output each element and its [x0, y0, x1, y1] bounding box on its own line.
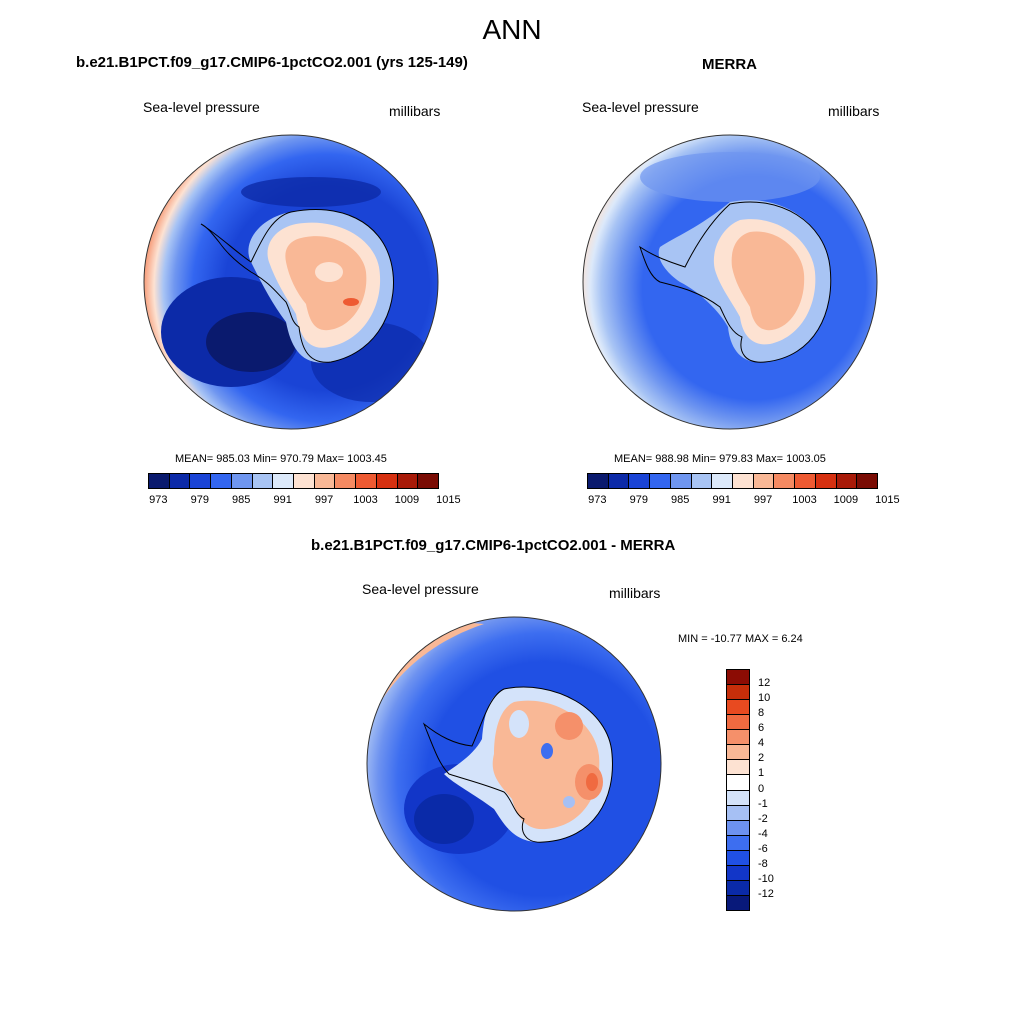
- colorbar-swatch: [856, 473, 878, 489]
- colorbar-swatch: [726, 834, 750, 851]
- colorbar-swatch: [210, 473, 232, 489]
- colorbar-tick-label: -1: [758, 797, 768, 810]
- colorbar-tick-label: 1015: [875, 494, 900, 506]
- panel1-map: [143, 134, 439, 430]
- colorbar-tick-label: 1003: [353, 494, 378, 506]
- figure-title: ANN: [482, 14, 542, 45]
- panel1-left-label: Sea-level pressure: [143, 99, 260, 115]
- colorbar-swatch: [251, 473, 274, 489]
- colorbar-tick-label: -8: [758, 857, 768, 870]
- colorbar-tick-label: 979: [190, 494, 209, 506]
- colorbar-swatch: [293, 473, 315, 489]
- colorbar-tick-label: 8: [758, 707, 765, 720]
- panel2-map: [582, 134, 878, 430]
- panel3-right-label: millibars: [609, 585, 661, 601]
- colorbar-tick-label: 1015: [436, 494, 461, 506]
- colorbar-tick-label: 1009: [394, 494, 420, 506]
- colorbar-swatch: [168, 473, 191, 489]
- colorbar-swatch: [272, 473, 294, 489]
- colorbar-swatch: [189, 473, 212, 489]
- colorbar-swatch: [732, 473, 754, 489]
- colorbar-swatch: [835, 473, 858, 489]
- panel3-left-label: Sea-level pressure: [362, 581, 479, 597]
- colorbar-swatch: [628, 473, 651, 489]
- colorbar-swatch: [607, 473, 630, 489]
- colorbar-swatch: [773, 473, 796, 489]
- colorbar-swatch: [726, 774, 750, 791]
- colorbar-swatch: [726, 744, 750, 761]
- colorbar-swatch: [726, 819, 750, 836]
- colorbar-swatch: [794, 473, 816, 489]
- panel2-colorbar: [587, 473, 878, 489]
- colorbar-swatch: [669, 473, 692, 489]
- colorbar-tick-label: 2: [758, 752, 765, 765]
- colorbar-tick-label: 979: [629, 494, 648, 506]
- colorbar-tick-label: 997: [753, 494, 773, 506]
- colorbar-tick-label: 12: [758, 677, 771, 690]
- panel2-stats: MEAN= 988.98 Min= 979.83 Max= 1003.05: [614, 453, 826, 465]
- colorbar-swatch: [814, 473, 837, 489]
- colorbar-swatch: [726, 759, 750, 776]
- colorbar-swatch: [334, 473, 357, 489]
- colorbar-tick-label: 991: [712, 494, 731, 506]
- colorbar-tick-label: 973: [149, 494, 168, 506]
- colorbar-swatch: [587, 473, 609, 489]
- panel3-title: b.e21.B1PCT.f09_g17.CMIP6-1pctCO2.001 - …: [311, 537, 676, 554]
- panel1-stats: MEAN= 985.03 Min= 970.79 Max= 1003.45: [175, 453, 387, 465]
- colorbar-swatch: [417, 473, 439, 489]
- colorbar-tick-label: 10: [758, 692, 771, 705]
- colorbar-swatch: [726, 804, 750, 821]
- colorbar-swatch: [375, 473, 398, 489]
- colorbar-tick-label: 1009: [833, 494, 859, 506]
- colorbar-swatch: [355, 473, 377, 489]
- panel1-colorbar-labels: 973 979 985 991 997 1003 1009 1015: [148, 494, 460, 508]
- colorbar-swatch: [726, 879, 750, 896]
- colorbar-swatch: [726, 714, 750, 731]
- colorbar-tick-label: 0: [758, 782, 765, 795]
- colorbar-tick-label: 1003: [792, 494, 817, 506]
- panel2-title: MERRA: [702, 56, 757, 73]
- colorbar-tick-label: 985: [232, 494, 251, 506]
- colorbar-swatch: [711, 473, 733, 489]
- panel2-colorbar-labels: 973 979 985 991 997 1003 1009 1015: [587, 494, 899, 508]
- colorbar-tick-label: -12: [758, 887, 774, 900]
- colorbar-swatch: [752, 473, 775, 489]
- colorbar-swatch: [726, 864, 750, 881]
- colorbar-swatch: [649, 473, 671, 489]
- colorbar-swatch: [690, 473, 713, 489]
- panel3-colorbar: [726, 669, 750, 911]
- panel3-map: [366, 616, 662, 912]
- panel3-stats: MIN = -10.77 MAX = 6.24: [678, 633, 803, 645]
- colorbar-swatch: [726, 849, 750, 866]
- colorbar-tick-label: -4: [758, 827, 768, 840]
- panel1-title: b.e21.B1PCT.f09_g17.CMIP6-1pctCO2.001 (y…: [76, 54, 468, 71]
- colorbar-swatch: [148, 473, 170, 489]
- panel3-colorbar-labels: 12 10 8 6 4 2 1 0 -1 -2 -4 -6 -8 -10 -12: [754, 669, 794, 910]
- colorbar-tick-label: 991: [273, 494, 292, 506]
- colorbar-swatch: [726, 684, 750, 701]
- colorbar-tick-label: -2: [758, 812, 768, 825]
- colorbar-tick-label: 6: [758, 722, 765, 735]
- panel2-right-label: millibars: [828, 103, 880, 119]
- colorbar-tick-label: 997: [314, 494, 334, 506]
- colorbar-tick-label: 973: [588, 494, 607, 506]
- colorbar-tick-label: 4: [758, 737, 765, 750]
- colorbar-swatch: [396, 473, 419, 489]
- colorbar-swatch: [313, 473, 336, 489]
- colorbar-swatch: [726, 789, 750, 806]
- colorbar-swatch: [726, 669, 750, 686]
- colorbar-tick-label: -10: [758, 872, 774, 885]
- colorbar-tick-label: -6: [758, 842, 768, 855]
- colorbar-swatch: [726, 729, 750, 746]
- panel1-colorbar: [148, 473, 439, 489]
- colorbar-swatch: [726, 699, 750, 716]
- colorbar-swatch: [726, 894, 750, 911]
- panel1-right-label: millibars: [389, 103, 441, 119]
- colorbar-swatch: [230, 473, 253, 489]
- panel2-left-label: Sea-level pressure: [582, 99, 699, 115]
- colorbar-tick-label: 985: [671, 494, 690, 506]
- colorbar-tick-label: 1: [758, 767, 765, 780]
